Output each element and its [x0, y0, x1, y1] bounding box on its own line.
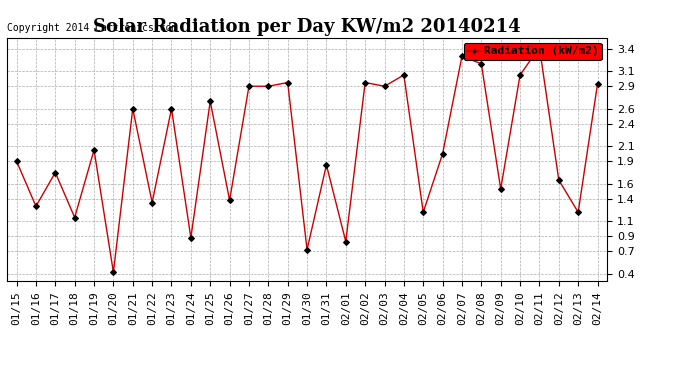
Text: Copyright 2014 Cartronics.com: Copyright 2014 Cartronics.com	[7, 22, 177, 33]
Point	[282, 80, 293, 86]
Title: Solar Radiation per Day KW/m2 20140214: Solar Radiation per Day KW/m2 20140214	[93, 18, 521, 36]
Point	[50, 170, 61, 176]
Point	[417, 209, 428, 215]
Point	[534, 44, 545, 50]
Point	[495, 186, 506, 192]
Point	[244, 83, 255, 89]
Point	[359, 80, 371, 86]
Point	[146, 200, 157, 206]
Point	[224, 197, 235, 203]
Point	[379, 83, 390, 89]
Point	[573, 209, 584, 215]
Point	[302, 247, 313, 253]
Point	[88, 147, 99, 153]
Point	[515, 72, 526, 78]
Point	[127, 106, 138, 112]
Point	[108, 269, 119, 275]
Point	[205, 98, 216, 104]
Point	[11, 158, 22, 164]
Point	[553, 177, 564, 183]
Point	[398, 72, 409, 78]
Point	[186, 235, 197, 241]
Point	[30, 203, 41, 209]
Point	[340, 238, 351, 244]
Point	[321, 162, 332, 168]
Point	[69, 214, 80, 220]
Point	[437, 151, 448, 157]
Legend: Radiation (kW/m2): Radiation (kW/m2)	[464, 43, 602, 60]
Point	[592, 81, 603, 87]
Point	[263, 83, 274, 89]
Point	[476, 61, 487, 67]
Point	[166, 106, 177, 112]
Point	[457, 53, 468, 59]
